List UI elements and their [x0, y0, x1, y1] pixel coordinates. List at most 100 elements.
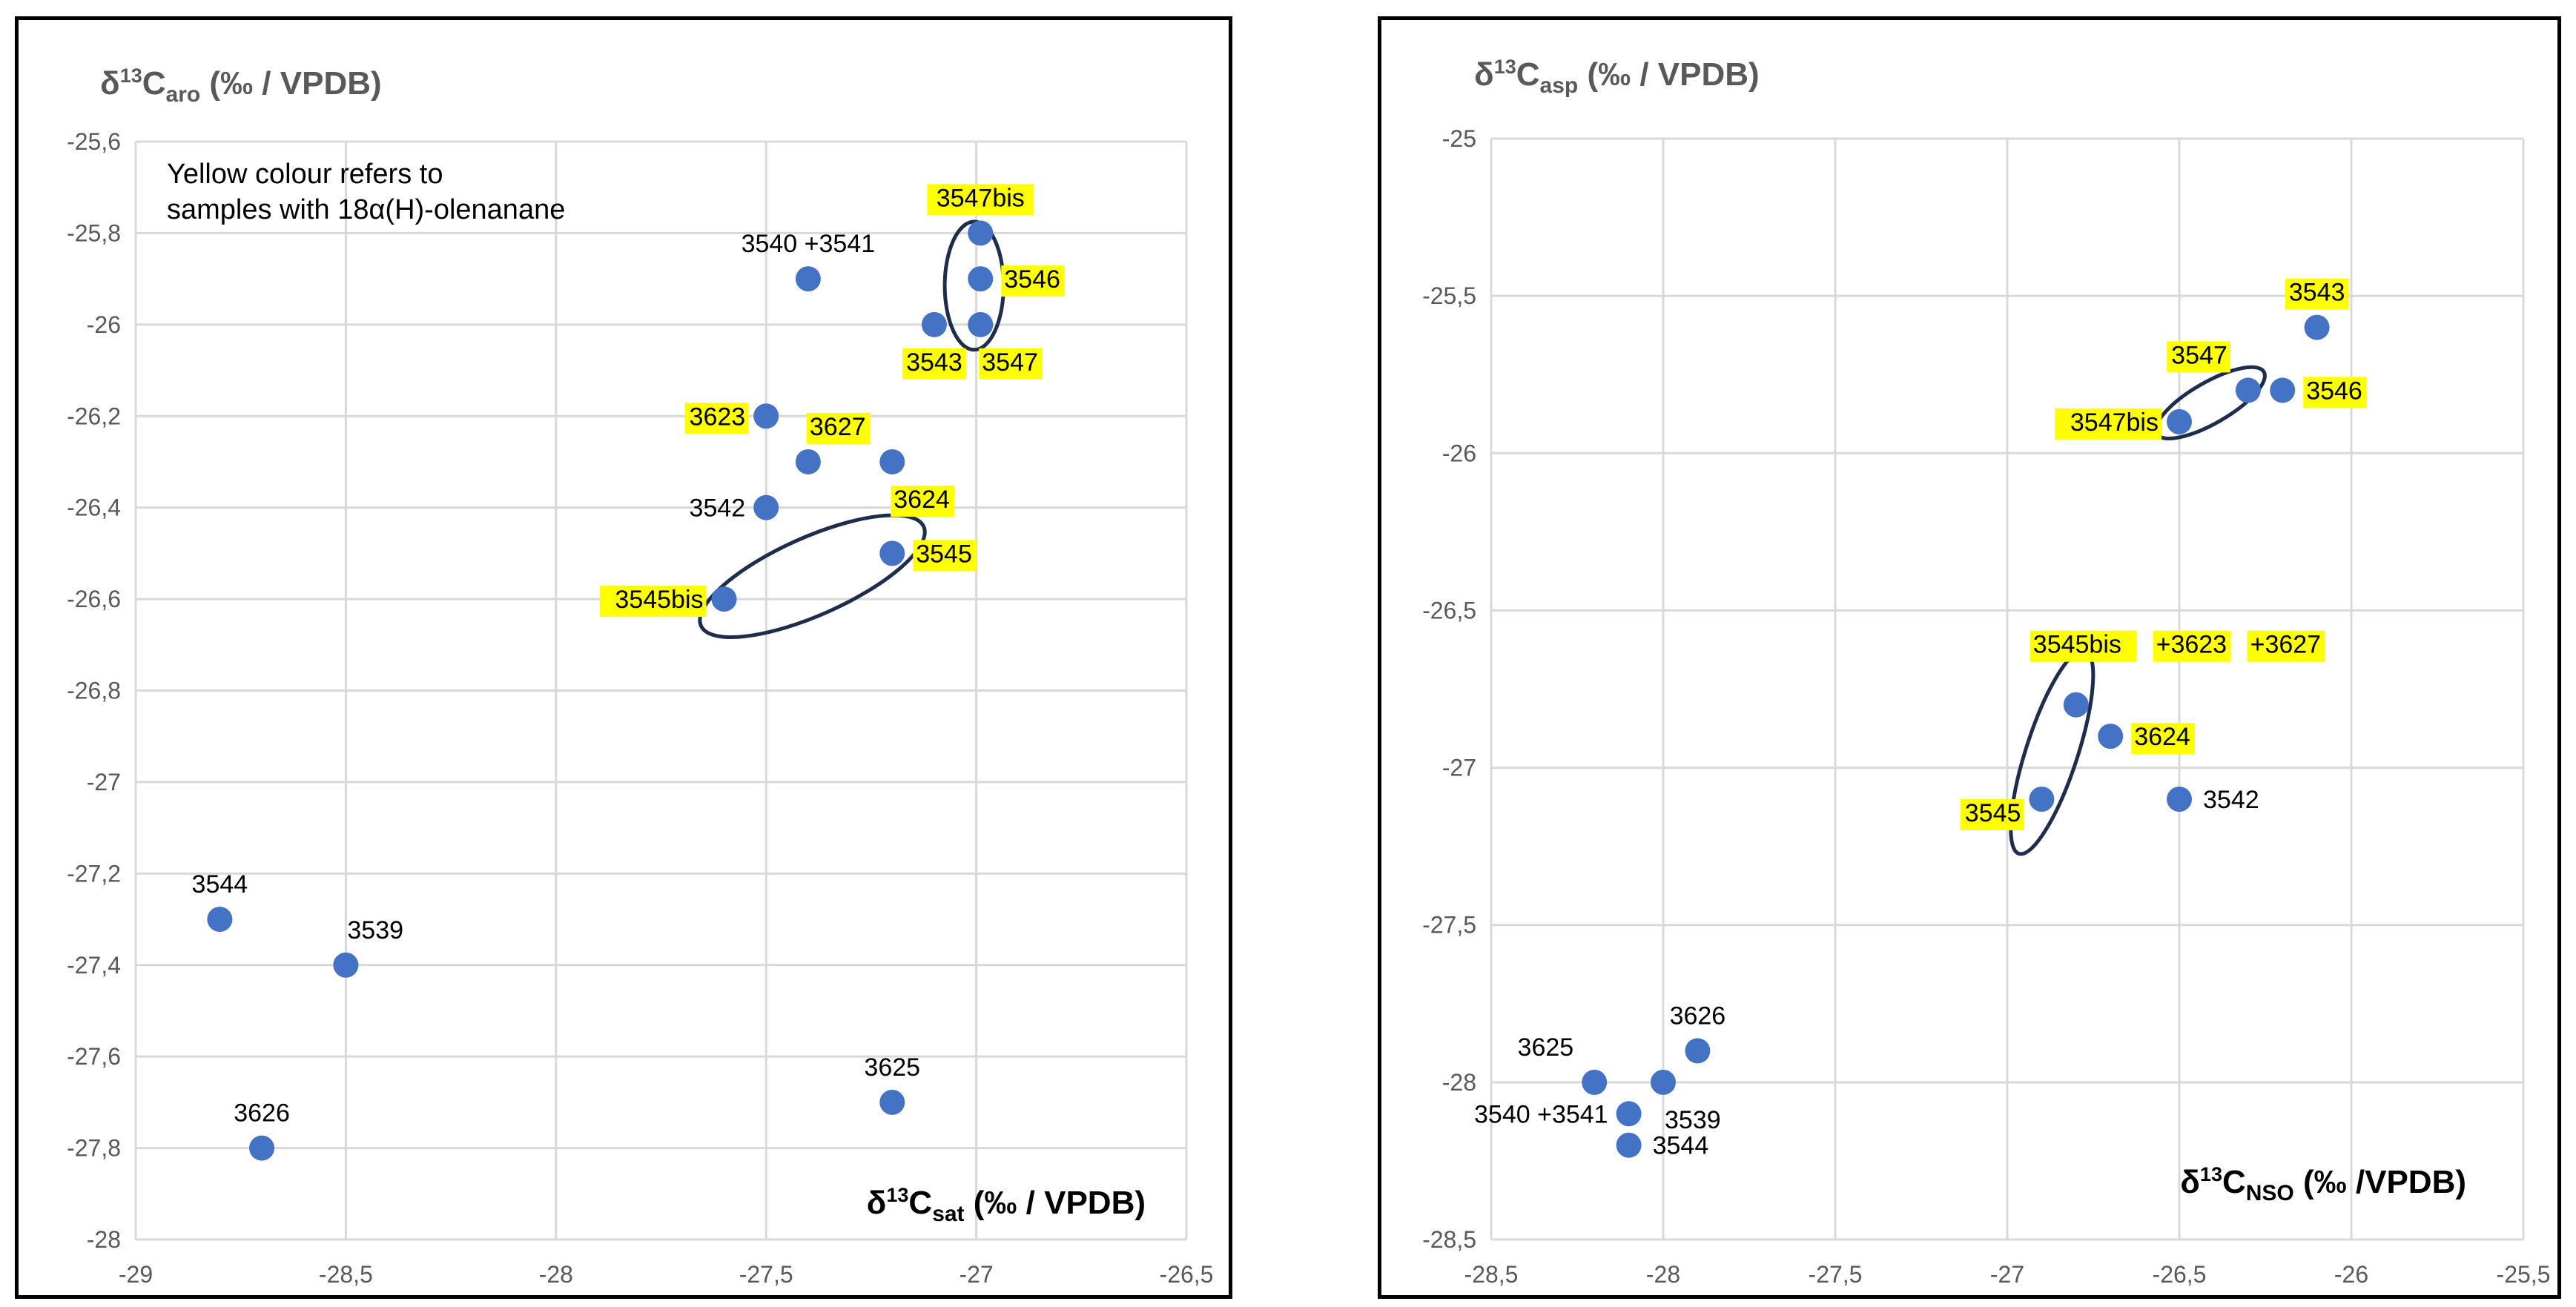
- data-point-3547bis: [968, 220, 994, 246]
- y-tick-label: -25,5: [1422, 282, 1476, 309]
- point-label-3625-text: 3625: [864, 1053, 920, 1082]
- y-tick-label: -26,5: [1422, 597, 1476, 623]
- group-ellipse-2: [698, 513, 927, 639]
- point-label-3626-text: 3626: [1670, 1002, 1726, 1030]
- data-point-3546: [968, 266, 994, 292]
- point-label-3544: 3544: [1653, 1132, 1709, 1160]
- point-label-3545-highlight: [1960, 799, 2024, 830]
- point-label-3545bis-text: 3545bis: [615, 586, 703, 614]
- x-tick-label: -28: [1646, 1261, 1680, 1288]
- y-tick-label: -25: [1442, 125, 1476, 152]
- data-point-3626: [1685, 1038, 1711, 1064]
- point-label-3545bis: 3545bis: [2030, 630, 2137, 662]
- point-label-3627-highlight: [2247, 630, 2325, 662]
- y-tick-label: -27: [1442, 755, 1476, 781]
- data-point-3546: [2270, 377, 2296, 403]
- point-label-3545-text: 3545: [916, 540, 972, 568]
- point-label-3546-highlight: [1001, 265, 1065, 297]
- point-label-3540-3541: 3540 +3541: [1474, 1100, 1608, 1128]
- data-point-3545bis-3623-3627: [2063, 692, 2089, 718]
- point-label-3625: 3625: [1518, 1033, 1574, 1062]
- y-tick-label: -26: [87, 311, 121, 338]
- annotation-note: Yellow colour refers to samples with 18α(…: [167, 159, 565, 225]
- right-scatter-chart: -28,5 -28 -27,5 -27 -26,5 -26 -25,5 -28,5 -28 -27…: [1422, 56, 2551, 1288]
- x-tick-label: -28: [539, 1261, 573, 1288]
- data-point-3542: [2167, 787, 2192, 812]
- point-label-3547-text: 3547: [2171, 341, 2227, 369]
- data-point-3623: [753, 403, 779, 429]
- y-axis-title: δ13Caro (‰ / VPDB): [100, 64, 382, 107]
- point-label-3627-highlight: [806, 412, 871, 444]
- data-point-3545: [879, 540, 905, 566]
- point-label-3546: 3546: [2303, 377, 2367, 408]
- x-axis-title: δ13CNSO (‰ /VPDB): [2180, 1163, 2466, 1205]
- point-label-3545bis: 3545bis: [599, 586, 707, 618]
- point-label-3627: +3627: [2247, 630, 2325, 662]
- point-label-3539-text: 3539: [1665, 1106, 1721, 1134]
- x-tick-label: -26: [2334, 1261, 2368, 1288]
- y-tick-label: -27,8: [67, 1135, 121, 1162]
- data-point-3543: [921, 311, 947, 337]
- point-label-3627: 3627: [806, 412, 871, 444]
- point-label-3546-text: 3546: [2306, 377, 2362, 405]
- point-label-3545bis-text: 3545bis: [2033, 631, 2121, 659]
- y-tick-label: -26,2: [67, 403, 121, 429]
- point-label-3540-3541-text: 3540 +3541: [742, 230, 876, 258]
- y-tick-label: -28,5: [1422, 1226, 1476, 1253]
- point-label-3545bis-highlight: [599, 586, 707, 618]
- y-tick-label: -27,5: [1422, 912, 1476, 939]
- y-axis-title: δ13Casp (‰ / VPDB): [1474, 56, 1760, 98]
- point-label-3547-highlight: [979, 348, 1043, 380]
- y-tick-label: -26: [1442, 440, 1476, 466]
- point-label-3547bis-highlight: [927, 184, 1034, 216]
- x-tick-label: -28,5: [319, 1261, 373, 1288]
- point-label-3539: 3539: [347, 916, 403, 944]
- data-point-3547: [968, 311, 994, 337]
- x-tick-label: -25,5: [2497, 1261, 2551, 1288]
- y-tick-label: -27,2: [67, 860, 121, 887]
- x-tick-label: -29: [119, 1261, 153, 1288]
- point-label-3625: 3625: [864, 1053, 920, 1082]
- data-point-3545bis: [711, 586, 737, 612]
- point-label-3543-highlight: [2285, 278, 2349, 310]
- x-tick-label: -27: [959, 1261, 993, 1288]
- x-tick-label: -27,5: [739, 1261, 793, 1288]
- point-label-3542: 3542: [690, 494, 746, 523]
- y-tick-label: -26,8: [67, 678, 121, 704]
- point-label-3623-highlight: [684, 403, 749, 434]
- data-point-3539: [1651, 1069, 1676, 1095]
- y-tick-label: -26,4: [67, 494, 121, 521]
- point-label-3545: 3545: [1960, 799, 2024, 830]
- y-tick-label: -27,6: [67, 1043, 121, 1070]
- point-label-3547bis-highlight: [2055, 408, 2161, 440]
- point-label-3624-highlight: [891, 485, 954, 517]
- data-point-3625: [1582, 1069, 1608, 1095]
- data-point-3539: [333, 952, 359, 978]
- data-point-3544: [1616, 1132, 1642, 1158]
- point-label-3545bis-highlight: [2030, 630, 2137, 662]
- point-label-3623-text: 3623: [690, 403, 746, 431]
- point-label-3545-highlight: [913, 540, 977, 572]
- point-label-3543: 3543: [2285, 278, 2349, 310]
- point-label-3540-3541: 3540 +3541: [742, 230, 876, 258]
- data-point-3626: [249, 1135, 275, 1161]
- left-chart-panel: -29 -28,5 -28 -27,5 -27 -26,5 -28 -27,8 -27,6 -27…: [15, 16, 1232, 1299]
- point-label-3544-text: 3544: [192, 870, 248, 899]
- point-label-3547bis: 3547bis: [2055, 408, 2161, 440]
- point-label-3546-text: 3546: [1004, 265, 1060, 294]
- data-point-3627: [795, 449, 821, 474]
- point-label-3627-text: +3627: [2250, 631, 2322, 659]
- point-label-3624-text: 3624: [2134, 723, 2190, 751]
- x-tick-label: -26,5: [1160, 1261, 1214, 1288]
- point-label-3547-highlight: [2167, 341, 2230, 373]
- point-label-3544: 3544: [192, 870, 248, 899]
- point-label-3542-text: 3542: [2203, 786, 2259, 814]
- point-label-3543: 3543: [902, 348, 966, 380]
- y-tick-label: -25,8: [67, 219, 121, 246]
- point-label-3545: 3545: [913, 540, 977, 572]
- x-tick-label: -27: [1990, 1261, 2024, 1288]
- y-tick-label: -28: [87, 1226, 121, 1253]
- left-scatter-chart: -29 -28,5 -28 -27,5 -27 -26,5 -28 -27,8 -27,6 -27…: [67, 64, 1214, 1288]
- point-label-3546-highlight: [2303, 377, 2367, 408]
- point-label-3543-highlight: [902, 348, 966, 380]
